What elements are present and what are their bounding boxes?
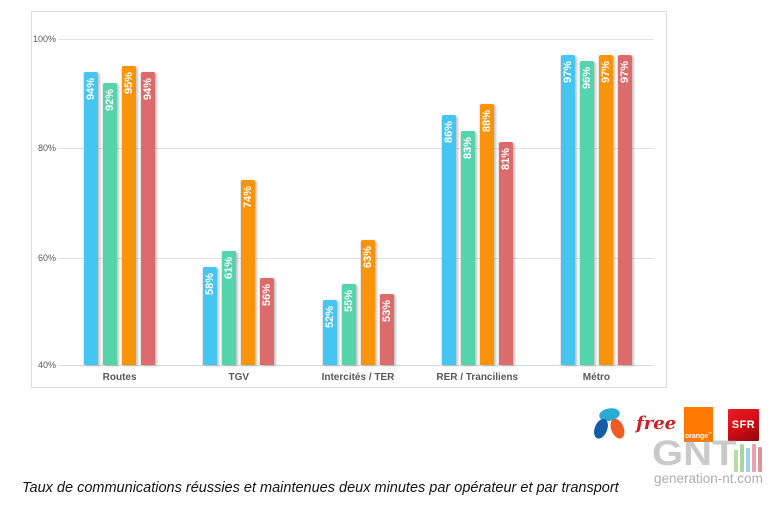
category-label: Routes [102, 372, 137, 383]
bar-value-label: 61% [223, 256, 236, 279]
bar-orange: 95% [122, 66, 137, 365]
category-label: Métro [582, 372, 611, 383]
bouygues-petal-orange [610, 418, 625, 439]
gridline-60 [58, 258, 654, 259]
chart-panel: 100% 80% 60% 40% 94% 92% 95% 94% 58% 61% 74% 56… [31, 11, 667, 388]
bar-free: 96% [579, 60, 594, 365]
category-label: RER / Tranciliens [436, 372, 519, 383]
bar-free: 92% [103, 82, 118, 365]
operator-legend: free orange™ SFR [560, 400, 775, 470]
bar-bouygues-telecom: 97% [560, 55, 575, 365]
bar-free: 55% [341, 283, 356, 365]
bar-free: 83% [460, 131, 475, 365]
bar-value-label: 63% [361, 246, 374, 269]
bar-group: 58% 61% 74% 56% [179, 39, 298, 365]
bar-sfr: 94% [141, 71, 156, 365]
category-labels: Routes TGV Intercités / TER RER / Trancilie… [60, 372, 656, 383]
bar-sfr: 97% [617, 55, 632, 365]
y-axis-tick-label: 100% [32, 34, 56, 44]
bouygues-telecom-logo [594, 408, 625, 439]
bar-value-label: 94% [85, 77, 98, 100]
bar-value-label: 56% [261, 284, 274, 307]
bouygues-petal-cyan [599, 408, 620, 421]
category-label: Intercités / TER [321, 372, 395, 383]
bar-value-label: 97% [618, 61, 631, 84]
bar-free: 61% [222, 250, 237, 365]
bar-value-label: 92% [104, 88, 117, 111]
legend-swatch-free [644, 450, 672, 462]
bar-bouygues-telecom: 94% [84, 71, 99, 365]
bar-bouygues-telecom: 52% [322, 299, 337, 365]
gridline-100 [58, 39, 654, 40]
bar-sfr: 81% [498, 142, 513, 365]
bar-orange: 97% [598, 55, 613, 365]
gridline-80 [58, 148, 654, 149]
legend-swatch-orange [684, 448, 714, 464]
bar-group: 52% 55% 63% 53% [298, 39, 417, 365]
bar-value-label: 53% [380, 300, 393, 323]
bar-value-label: 94% [142, 77, 155, 100]
bar-value-label: 83% [461, 137, 474, 160]
bar-sfr: 53% [379, 294, 394, 365]
bar-value-label: 88% [480, 110, 493, 133]
bar-value-label: 96% [580, 66, 593, 89]
bar-orange: 63% [360, 240, 375, 365]
bar-value-label: 81% [499, 148, 512, 171]
bar-value-label: 52% [323, 305, 336, 328]
sfr-logo: SFR [728, 409, 759, 441]
bar-group: 94% 92% 95% 94% [60, 39, 179, 365]
gnt-watermark-site-text: generation-nt.com [654, 471, 763, 486]
y-axis-tick-label: 80% [37, 143, 56, 153]
bar-value-label: 55% [342, 289, 355, 312]
bar-orange: 88% [479, 104, 494, 365]
bar-value-label: 97% [599, 61, 612, 84]
y-axis-tick-label: 40% [37, 360, 56, 370]
bar-bouygues-telecom: 86% [441, 115, 456, 365]
bouygues-petal-blue [594, 418, 608, 439]
bar-groups: 94% 92% 95% 94% 58% 61% 74% 56% 52% 55% 63% 53% 86% 8… [60, 39, 656, 365]
bar-group: 97% 96% 97% 97% [537, 39, 656, 365]
legend-swatch-bouygues [598, 450, 628, 462]
figure-caption: Taux de communications réussies et maint… [22, 480, 619, 496]
orange-logo-text: orange [684, 433, 709, 440]
bar-orange: 74% [241, 180, 256, 365]
axis-baseline [58, 365, 654, 366]
free-logo: free [636, 413, 677, 434]
bar-sfr: 56% [260, 278, 275, 365]
category-label: TGV [228, 372, 250, 383]
bar-value-label: 97% [561, 61, 574, 84]
bar-value-label: 95% [123, 72, 136, 95]
y-axis-tick-label: 60% [37, 253, 56, 263]
sfr-logo-text: SFR [731, 419, 756, 431]
orange-logo: orange™ [684, 407, 713, 442]
legend-swatch-sfr [727, 450, 761, 462]
bar-bouygues-telecom: 58% [203, 267, 218, 365]
bar-value-label: 74% [242, 186, 255, 209]
bar-value-label: 86% [442, 121, 455, 144]
bar-group: 86% 83% 88% 81% [418, 39, 537, 365]
bar-value-label: 58% [204, 273, 217, 296]
